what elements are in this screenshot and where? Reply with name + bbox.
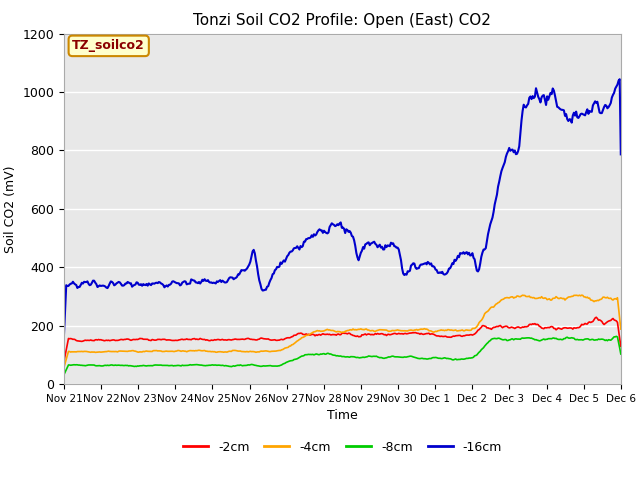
X-axis label: Time: Time — [327, 409, 358, 422]
Y-axis label: Soil CO2 (mV): Soil CO2 (mV) — [4, 165, 17, 252]
Title: Tonzi Soil CO2 Profile: Open (East) CO2: Tonzi Soil CO2 Profile: Open (East) CO2 — [193, 13, 492, 28]
Legend: -2cm, -4cm, -8cm, -16cm: -2cm, -4cm, -8cm, -16cm — [178, 436, 507, 459]
Text: TZ_soilco2: TZ_soilco2 — [72, 39, 145, 52]
